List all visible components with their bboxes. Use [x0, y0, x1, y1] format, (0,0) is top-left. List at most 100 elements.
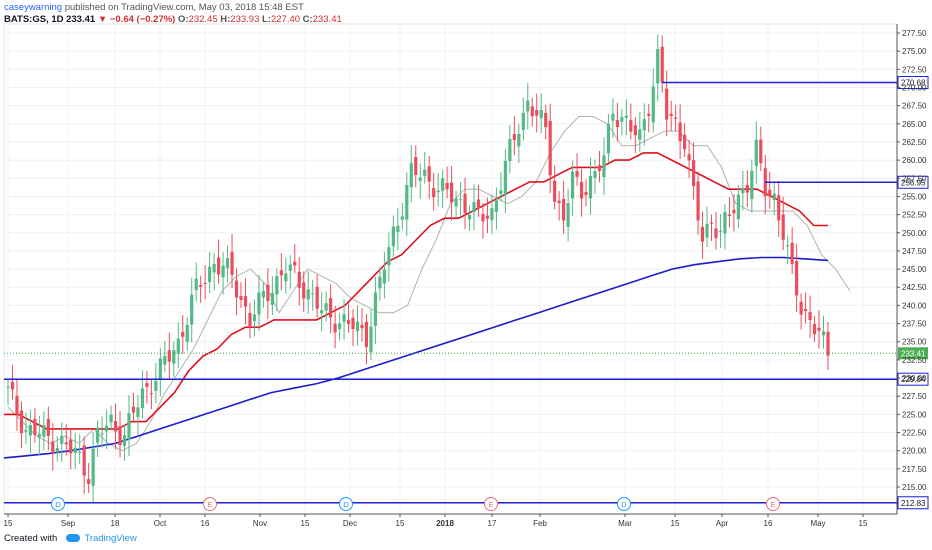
candle-up — [620, 117, 624, 122]
y-tick-label: 270.00 — [902, 83, 927, 92]
earnings-marker — [484, 497, 498, 511]
candle-down — [414, 157, 418, 175]
candle-down — [64, 442, 68, 445]
candle-up — [109, 414, 113, 423]
candle-up — [526, 100, 530, 112]
y-tick-label: 275.00 — [902, 47, 927, 56]
tradingview-brand[interactable]: TradingView — [84, 533, 137, 544]
y-tick-label: 237.50 — [902, 320, 927, 329]
candle-up — [606, 123, 611, 154]
candle-up — [396, 225, 400, 232]
candle-up — [337, 323, 342, 329]
candle-up — [409, 163, 413, 188]
candle-down — [530, 106, 534, 117]
candle-up — [772, 193, 776, 201]
candle-up — [42, 425, 46, 437]
high-value: 233.93 — [230, 14, 260, 25]
earnings-marker — [766, 497, 780, 511]
event-marker-label: D — [55, 500, 61, 509]
candle-down — [131, 406, 136, 413]
candle-down — [351, 317, 355, 330]
y-tick-label: 277.50 — [902, 29, 927, 38]
candle-down — [562, 198, 566, 221]
y-tick-label: 232.50 — [902, 356, 927, 365]
candle-up — [306, 289, 310, 300]
x-tick-label: Nov — [253, 519, 267, 528]
candle-down — [629, 120, 633, 132]
y-tick-label: 265.00 — [902, 120, 927, 129]
candle-down — [553, 180, 557, 202]
candle-down — [812, 324, 817, 335]
publisher-name[interactable]: caseywarning — [4, 2, 63, 13]
candle-down — [597, 165, 602, 172]
candle-up — [566, 203, 570, 228]
x-tick-label: 17 — [488, 519, 497, 528]
candle-up — [454, 198, 458, 207]
event-marker-label: E — [207, 500, 212, 509]
y-tick-label: 217.50 — [902, 465, 927, 474]
candle-down — [329, 298, 333, 318]
moving-averages — [3, 116, 851, 459]
candle-down — [709, 222, 714, 224]
x-tick-label: 15 — [859, 519, 868, 528]
candle-down — [33, 418, 37, 435]
candle-up — [73, 447, 77, 453]
x-tick-label: Feb — [533, 519, 547, 528]
candle-down — [203, 282, 207, 284]
candle-up — [517, 133, 521, 147]
candle-down — [364, 321, 369, 347]
candle-up — [391, 226, 395, 247]
candle-up — [651, 86, 655, 123]
price-line-badge — [897, 76, 929, 90]
last-price-badge — [898, 347, 928, 360]
event-marker-label: E — [770, 500, 775, 509]
last-price-label: 233.41 — [901, 349, 926, 358]
candle-down — [732, 209, 736, 214]
x-tick-label: 16 — [201, 519, 210, 528]
candle-up — [494, 200, 499, 212]
candle-up — [441, 178, 445, 191]
candle-down — [674, 117, 678, 119]
candle-down — [535, 110, 539, 116]
candle-down — [167, 350, 171, 362]
candle-up — [261, 291, 266, 298]
candle-up — [122, 435, 127, 446]
candles-layer — [6, 34, 830, 503]
candle-up — [405, 185, 409, 220]
candle-up — [570, 171, 575, 199]
candle-down — [669, 113, 673, 117]
down-arrow-icon: ▼ — [97, 14, 108, 25]
y-tick-label: 250.00 — [902, 229, 927, 238]
candle-up — [284, 273, 288, 282]
candle-up — [208, 266, 212, 283]
candle-up — [458, 199, 463, 201]
candle-up — [324, 303, 328, 311]
candle-down — [781, 214, 785, 240]
close-value: 233.41 — [312, 14, 342, 25]
candle-down — [315, 286, 319, 309]
x-tick-label: 2018 — [436, 519, 454, 528]
candle-up — [158, 358, 162, 379]
candle-down — [678, 122, 682, 142]
dividend-marker — [51, 497, 65, 511]
candle-down — [575, 171, 579, 177]
candle-up — [593, 171, 597, 178]
candle-down — [727, 214, 732, 217]
candle-down — [248, 313, 252, 327]
candle-down — [333, 323, 337, 333]
candle-up — [741, 188, 745, 194]
x-tick-label: Mar — [618, 519, 632, 528]
last-price: 233.41 — [66, 14, 96, 25]
time-axis: 15 Sep 18 Oct 16 Nov 15 Dec 15 2018 17 Feb Mar 15 Apr 1… — [4, 513, 897, 528]
y-tick-label: 225.00 — [902, 410, 927, 419]
candle-up — [821, 331, 826, 336]
y-tick-label: 257.50 — [902, 174, 927, 183]
event-marker-label: E — [488, 500, 493, 509]
candle-up — [467, 214, 472, 220]
candle-up — [127, 413, 131, 440]
candle-up — [60, 435, 64, 444]
candle-down — [118, 426, 122, 446]
candle-up — [288, 264, 292, 271]
